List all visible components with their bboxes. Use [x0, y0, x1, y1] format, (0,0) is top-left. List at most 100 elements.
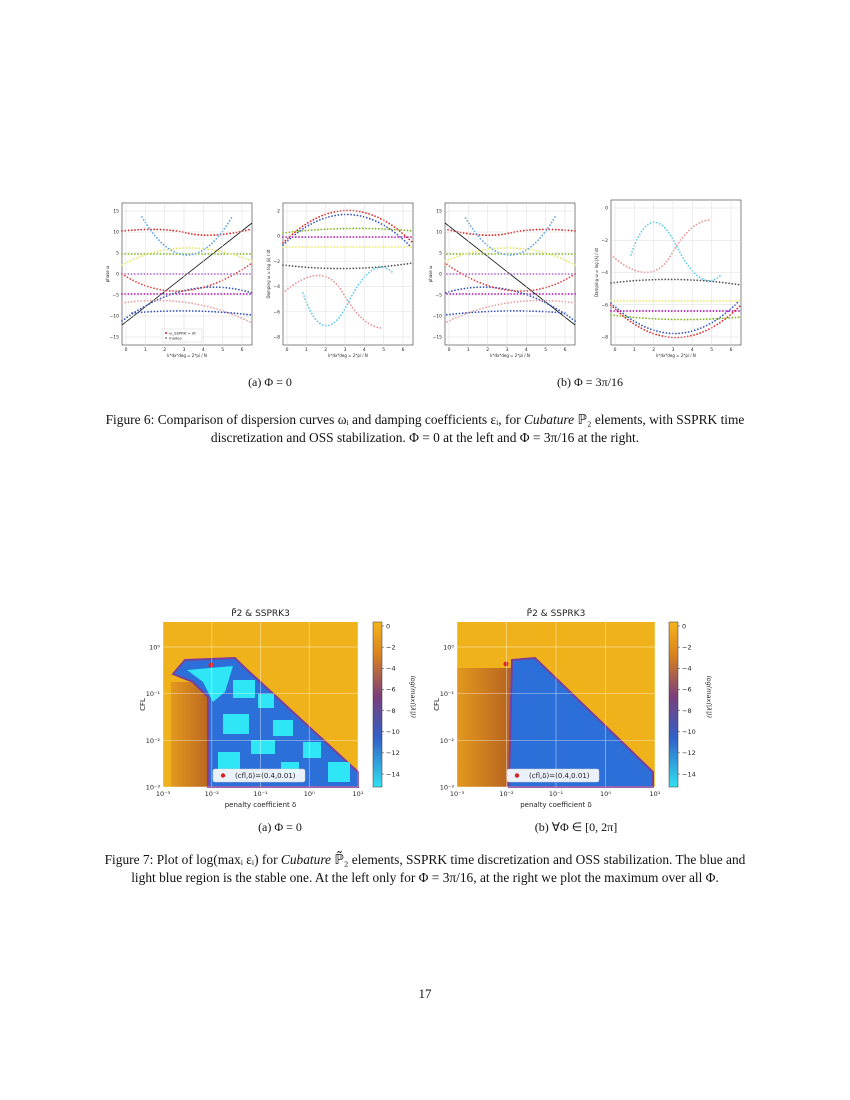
colorbar-label: log(max(|λ|)) — [705, 676, 713, 718]
x-tick-label: 5 — [710, 347, 713, 353]
x-tick-label: 5 — [382, 347, 385, 353]
y-tick-label: 10⁻¹ — [440, 690, 455, 698]
y-tick-label: 10 — [436, 230, 442, 236]
y-tick-label: −4 — [601, 270, 608, 276]
legend-box — [506, 768, 600, 783]
y-axis-label: phase ω — [428, 265, 433, 282]
y-tick-label: −2 — [601, 238, 608, 244]
x-tick-label: 2 — [486, 347, 489, 353]
x-tick-label: 10¹ — [353, 790, 364, 798]
y-tick-label: −4 — [273, 284, 280, 290]
x-axis-label: penalty coefficient δ — [520, 801, 592, 809]
y-axis-label: phase ω — [105, 265, 110, 282]
y-tick-label: −10 — [110, 314, 120, 320]
x-axis-label: penalty coefficient δ — [225, 801, 297, 809]
x-tick-label: 6 — [241, 347, 244, 353]
y-tick-label: −6 — [273, 309, 280, 315]
y-tick-label: −8 — [273, 335, 280, 341]
x-tick-label: 3 — [506, 347, 509, 353]
x-tick-label: 2 — [324, 347, 327, 353]
x-tick-label: 3 — [672, 347, 675, 353]
y-tick-label: 10⁻¹ — [146, 690, 161, 698]
plot-title: P̃2 & SSPRK3 — [231, 607, 290, 619]
x-axis-label: k*dx*deg = 2*pi / N — [328, 353, 368, 358]
x-tick-label: 10¹ — [650, 790, 661, 798]
x-tick-label: 1 — [144, 347, 147, 353]
y-tick-label: 0 — [277, 234, 280, 240]
y-axis-label: Damping ω = log |λ| / dt — [266, 249, 271, 299]
caption-text: ℙ̃₂ elements, SSPRK time discretization … — [131, 852, 746, 885]
y-tick-label: 5 — [116, 251, 119, 257]
legend-box — [161, 328, 203, 343]
colorbar-tick-label: −10 — [386, 728, 400, 736]
colorbar-tick-label: 0 — [386, 622, 390, 630]
x-tick-label: 0 — [614, 347, 617, 353]
caption-label: Figure 6: — [105, 412, 155, 427]
x-tick-label: 6 — [564, 347, 567, 353]
y-tick-label: −10 — [433, 314, 443, 320]
y-tick-label: 10⁻² — [440, 737, 455, 745]
x-tick-label: 1 — [305, 347, 308, 353]
x-tick-label: 1 — [467, 347, 470, 353]
colorbar-tick-label: −4 — [386, 665, 396, 673]
plot-title: P̃2 & SSPRK3 — [527, 607, 586, 619]
y-tick-label: −8 — [601, 335, 608, 341]
y-tick-label: −5 — [435, 293, 442, 299]
y-tick-label: 2 — [277, 209, 280, 215]
x-tick-label: 0 — [448, 347, 451, 353]
y-tick-label: 0 — [605, 206, 608, 212]
caption-text: Plot of log(maxᵢ εᵢ) for — [156, 852, 278, 867]
x-tick-label: 3 — [183, 347, 186, 353]
x-tick-label: 3 — [344, 347, 347, 353]
subcaption: (b) ∀Φ ∈ [0, 2π] — [534, 820, 618, 834]
y-tick-label: 0 — [116, 272, 119, 278]
x-tick-label: 4 — [525, 347, 528, 353]
caption-italic: Cubature — [523, 412, 575, 427]
x-tick-label: 0 — [286, 347, 289, 353]
colorbar-tick-label: −12 — [386, 749, 400, 757]
legend-symbol — [220, 773, 226, 778]
colorbar-tick-label: −8 — [682, 707, 692, 715]
subcaption: (a) Φ = 0 — [248, 375, 292, 389]
legend-label: (cfl,δ)=(0.4,0.01) — [529, 772, 590, 780]
grid-layer — [122, 200, 741, 788]
subcaption: (b) Φ = 3π/16 — [557, 375, 623, 389]
y-tick-label: −5 — [112, 293, 119, 299]
y-axis-label: CFL — [139, 698, 147, 711]
caption-text: ℙ₂ elements, with SSPRK time discretizat… — [210, 412, 745, 445]
caption: Figure 6: Comparison of dispersion curve… — [105, 411, 745, 447]
legend-symbol — [165, 332, 167, 334]
legend-label: ω_SSPRK = dt — [169, 331, 196, 336]
x-tick-label: 2 — [163, 347, 166, 353]
x-tick-label: 5 — [544, 347, 547, 353]
colorbar-tick-label: −6 — [682, 686, 692, 694]
y-tick-label: 10⁰ — [443, 644, 454, 652]
subcaption: (a) Φ = 0 — [258, 820, 302, 834]
x-axis-label: k*dx*deg = 2*pi / N — [490, 353, 530, 358]
y-tick-label: −15 — [110, 335, 120, 341]
page-number: 17 — [418, 986, 432, 1001]
y-tick-label: 10⁻² — [146, 737, 161, 745]
x-tick-label: 10⁻² — [205, 790, 220, 798]
caption-label: Figure 7: — [104, 852, 154, 867]
x-tick-label: 2 — [652, 347, 655, 353]
x-tick-label: 6 — [730, 347, 733, 353]
x-tick-label: 0 — [125, 347, 128, 353]
x-tick-label: 5 — [221, 347, 224, 353]
colorbar-tick-label: −8 — [386, 707, 396, 715]
legend-box — [212, 768, 306, 783]
x-tick-label: 4 — [202, 347, 205, 353]
legend-symbol — [165, 337, 167, 339]
y-tick-label: 10 — [113, 230, 119, 236]
y-tick-label: −6 — [601, 302, 608, 308]
y-axis-label: CFL — [433, 698, 441, 711]
x-axis-label: k*dx*deg = 2*pi / N — [656, 353, 696, 358]
y-axis-label: Damping ω = log |λ| / dt — [594, 248, 599, 298]
colorbar-tick-label: −12 — [682, 749, 696, 757]
x-tick-label: 10⁻³ — [450, 790, 465, 798]
y-tick-label: 10⁰ — [149, 644, 160, 652]
